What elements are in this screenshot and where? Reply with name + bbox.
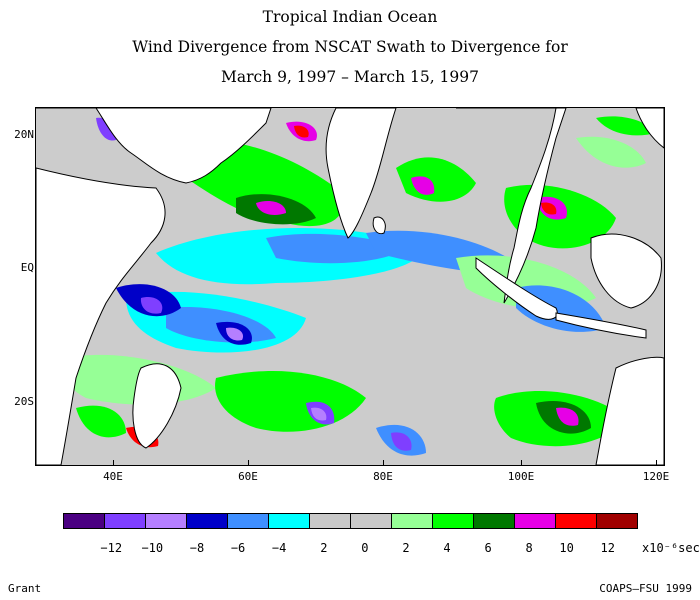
contour-patch: [391, 432, 412, 451]
contour-patch: [256, 201, 286, 215]
land-philippines: [635, 108, 664, 149]
land-sumatra: [475, 257, 558, 320]
color-bar-label: −12: [100, 541, 123, 555]
land-masses: [36, 108, 664, 465]
color-bar-label: 8: [525, 541, 533, 555]
land-madagascar: [132, 363, 182, 449]
color-bar-swatch: [146, 514, 187, 528]
contour-patch: [76, 405, 126, 438]
color-bar-label: 12: [600, 541, 615, 555]
color-bar: [63, 513, 638, 529]
color-bar-label: 10: [559, 541, 574, 555]
x-tick: [248, 460, 249, 466]
title-line-1: Tropical Indian Ocean: [262, 8, 438, 26]
color-bar-label: 2: [402, 541, 410, 555]
color-bar-swatch: [433, 514, 474, 528]
x-tick: [383, 460, 384, 466]
x-tick: [113, 460, 114, 466]
contour-patch: [556, 407, 579, 426]
land-borneo: [590, 233, 662, 309]
color-bar-label: 4: [443, 541, 451, 555]
contour-patch: [411, 176, 435, 195]
land-australia: [595, 356, 664, 465]
color-bar-swatch: [515, 514, 556, 528]
y-label-20s: 20S: [14, 395, 34, 408]
land-africa: [36, 167, 166, 465]
contour-patch: [576, 136, 646, 168]
color-bar-swatch: [269, 514, 310, 528]
map-canvas: [36, 108, 664, 465]
divergence-map: [35, 107, 665, 466]
color-bar-label: −8: [189, 541, 205, 555]
color-bar-swatch: [597, 514, 637, 528]
land-java: [555, 312, 647, 339]
color-bar-label: −4: [271, 541, 287, 555]
contour-patch: [140, 297, 163, 314]
contour-patch: [596, 116, 656, 136]
color-bar-label: 2: [320, 541, 328, 555]
color-bar-swatch: [64, 514, 105, 528]
footer-credit: COAPS–FSU 1999: [599, 582, 692, 595]
color-bar-swatch: [351, 514, 392, 528]
contour-patch: [311, 407, 327, 421]
color-bar-label: 0: [361, 541, 369, 555]
contour-patch: [541, 202, 557, 215]
footer-author: Grant: [8, 582, 42, 595]
land-srilanka: [372, 216, 386, 235]
contour-patch: [294, 125, 309, 138]
color-bar-label: 6: [484, 541, 492, 555]
color-bar-swatch: [392, 514, 433, 528]
x-label-120e: 120E: [642, 470, 670, 483]
color-bar-swatch: [105, 514, 146, 528]
color-bar-swatch: [556, 514, 597, 528]
y-label-20n: 20N: [14, 128, 34, 141]
color-bar-label: −6: [230, 541, 246, 555]
x-label-60e: 60E: [238, 470, 258, 483]
y-label-eq: EQ: [20, 261, 34, 274]
x-label-40e: 40E: [103, 470, 123, 483]
contour-patch: [226, 327, 244, 341]
x-label-80e: 80E: [373, 470, 393, 483]
land-arabia: [36, 108, 272, 184]
x-label-100e: 100E: [507, 470, 535, 483]
color-bar-swatch: [310, 514, 351, 528]
x-tick: [521, 460, 522, 466]
title-line-2: Wind Divergence from NSCAT Swath to Dive…: [132, 38, 568, 56]
color-bar-swatch: [474, 514, 515, 528]
divergence-contours: [64, 116, 656, 456]
color-bar-swatch: [187, 514, 228, 528]
x-tick: [656, 460, 657, 466]
color-bar-unit: x10⁻⁶sec⁻¹: [642, 541, 700, 555]
contour-patch: [396, 157, 476, 202]
title-line-3: March 9, 1997 – March 15, 1997: [220, 68, 479, 86]
land-india: [325, 108, 397, 239]
color-bar-swatch: [228, 514, 269, 528]
color-bar-label: −10: [141, 541, 164, 555]
